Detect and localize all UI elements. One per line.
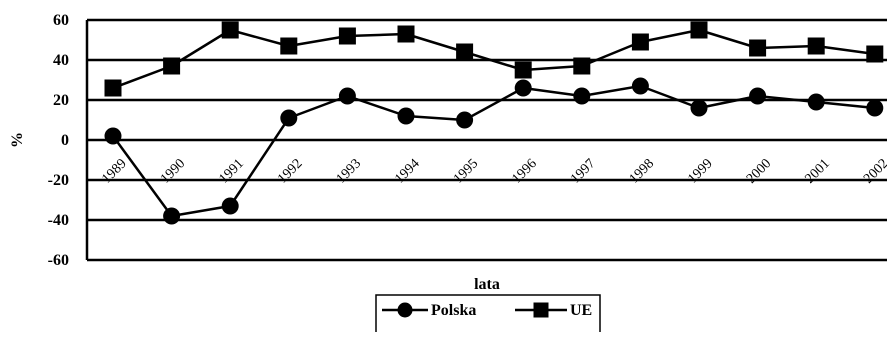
x-tick-label: 1991 [217,156,247,186]
x-tick-label: 1994 [392,156,422,186]
legend-box [375,294,601,336]
legend-ue-label: UE [570,302,592,319]
data-point-polska [456,111,474,129]
y-tick-label: -40 [48,212,69,229]
data-point-ue [690,21,708,39]
data-point-ue [221,21,239,39]
y-axis-title: % [9,132,26,148]
x-tick-label: 1990 [158,156,188,186]
grid-lines [87,18,887,262]
series-line-polska [111,84,875,218]
data-point-polska [104,127,122,145]
y-tick-label: 20 [53,92,69,109]
legend-polska-label: Polska [431,302,476,319]
y-tick-label: -20 [48,172,69,189]
data-point-polska [221,197,239,215]
data-point-ue [631,33,649,51]
data-point-polska [163,207,181,225]
data-point-polska [514,79,532,97]
x-tick-labels: 1989 1990 1991 1992 1993 1994 1995 1996 1997 1998… [99,156,887,186]
y-tick-label: 60 [53,12,69,29]
x-tick-label: 1997 [568,156,598,186]
data-point-polska [573,87,591,105]
x-tick-label: 2001 [803,156,833,186]
data-point-ue [456,43,474,61]
x-axis-title: lata [474,276,500,293]
data-point-ue [807,37,825,55]
x-tick-label: 1992 [275,156,305,186]
data-point-ue [104,79,122,97]
x-tick-label: 1998 [627,156,657,186]
data-point-polska [749,87,767,105]
legend: Polska UE [375,294,601,336]
legend-polska-marker [397,302,413,318]
legend-ue-marker [533,302,549,318]
y-tick-label: -60 [48,252,69,269]
data-point-ue [280,37,298,55]
data-point-ue [397,25,415,43]
series-polska [104,77,884,225]
data-point-ue [573,57,591,75]
data-point-ue [749,39,767,57]
data-point-ue [514,61,532,79]
x-tick-label: 1999 [685,156,715,186]
y-tick-label: 40 [53,52,69,69]
data-point-polska [690,99,708,117]
data-point-ue [338,27,356,45]
y-tick-labels: 60 40 20 0 -20 -40 -60 [48,12,69,269]
x-tick-label: 1989 [99,156,129,186]
x-tick-label: 1993 [334,156,364,186]
x-tick-label: 1996 [510,156,540,186]
series [104,21,884,225]
data-point-polska [280,109,298,127]
x-tick-label: 1995 [451,156,481,186]
data-point-polska [338,87,356,105]
y-tick-label: 0 [61,132,69,149]
data-point-polska [807,93,825,111]
data-point-polska [397,107,415,125]
data-point-ue [163,57,181,75]
x-tick-label: 2002 [861,156,887,186]
data-point-polska [631,77,649,95]
x-tick-label: 2000 [744,156,774,186]
data-point-polska [866,99,884,117]
data-point-ue [866,45,884,63]
series-ue [104,21,884,97]
series-line-ue [112,28,875,90]
